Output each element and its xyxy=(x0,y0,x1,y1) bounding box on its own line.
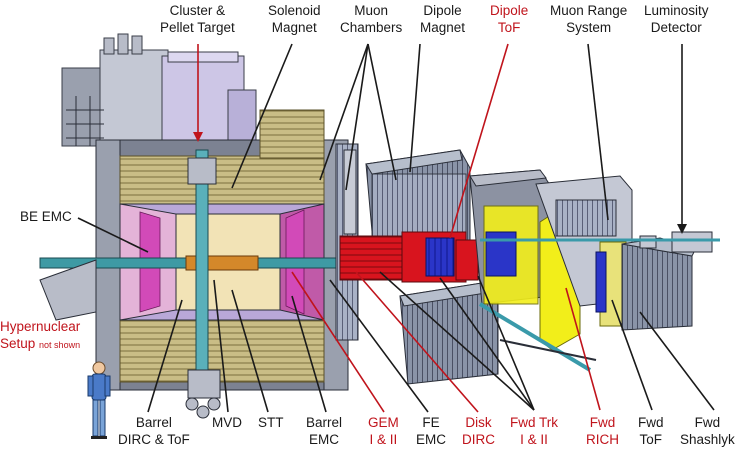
pointer-muon-b xyxy=(345,43,369,191)
label-fwd-shashlyk: Fwd Shashlyk xyxy=(680,415,735,447)
pointer-solenoid xyxy=(231,43,293,189)
pointer-fwd-tof xyxy=(611,299,653,411)
pointer-muon-range xyxy=(587,43,609,221)
target-spectrometer xyxy=(39,33,359,419)
arrow-cluster xyxy=(193,132,203,142)
label-barrel-emc: Barrel EMC xyxy=(306,415,343,447)
label-hypernuclear-setup: Hypernuclear Setup not shown xyxy=(0,319,81,351)
pointer-lines xyxy=(77,43,715,413)
pointer-gem xyxy=(291,271,385,413)
label-cluster-pellet-target: Cluster & Pellet Target xyxy=(160,3,235,35)
pointer-disk-dirc xyxy=(355,271,479,413)
pointer-stt xyxy=(231,289,269,413)
pointer-fwd-trk-c xyxy=(477,275,535,411)
label-stt: STT xyxy=(258,415,284,430)
pointer-be-emc xyxy=(77,217,149,253)
label-gem: GEM I & II xyxy=(368,415,399,447)
label-be-emc: BE EMC xyxy=(20,209,72,224)
label-hypernuclear-setup-word: Setup xyxy=(0,336,36,351)
label-fe-emc: FE EMC xyxy=(416,415,446,447)
label-fwd-trk: Fwd Trk I & II xyxy=(510,415,559,447)
label-disk-dirc: Disk DIRC xyxy=(462,415,495,447)
pointer-dipole-mag xyxy=(409,43,421,173)
forward-spectrometer xyxy=(339,149,720,385)
label-dipole-magnet: Dipole Magnet xyxy=(420,3,466,35)
pointer-fwd-trk-a xyxy=(379,271,535,411)
label-luminosity-detector: Luminosity Detector xyxy=(644,3,709,35)
arrow-lumi xyxy=(677,224,687,234)
label-fwd-tof: Fwd ToF xyxy=(638,415,664,447)
pointer-fwd-rich xyxy=(565,287,601,411)
pointer-mvd xyxy=(213,279,229,413)
label-hypernuclear-not-shown: not shown xyxy=(39,340,81,350)
label-solenoid-magnet: Solenoid Magnet xyxy=(268,3,321,35)
label-mvd: MVD xyxy=(212,415,242,430)
pointer-fwd-shash xyxy=(639,311,715,411)
pointer-barrel-emc xyxy=(291,295,327,413)
pointer-barrel-dirc xyxy=(147,299,183,413)
label-dipole-tof: Dipole ToF xyxy=(490,3,529,35)
pointer-muon-a xyxy=(319,43,369,181)
person-scale-figure xyxy=(87,361,111,439)
label-fwd-rich: Fwd RICH xyxy=(586,415,619,447)
label-muon-chambers: Muon Chambers xyxy=(340,3,403,35)
pointer-muon-c xyxy=(367,43,397,181)
pointer-fwd-trk-b xyxy=(439,277,535,411)
label-muon-range-system: Muon Range System xyxy=(550,3,628,35)
pointer-dipole-tof xyxy=(449,43,509,239)
label-barrel-dirc-tof: Barrel DIRC & ToF xyxy=(118,415,190,447)
pointer-fe-emc xyxy=(329,279,429,413)
